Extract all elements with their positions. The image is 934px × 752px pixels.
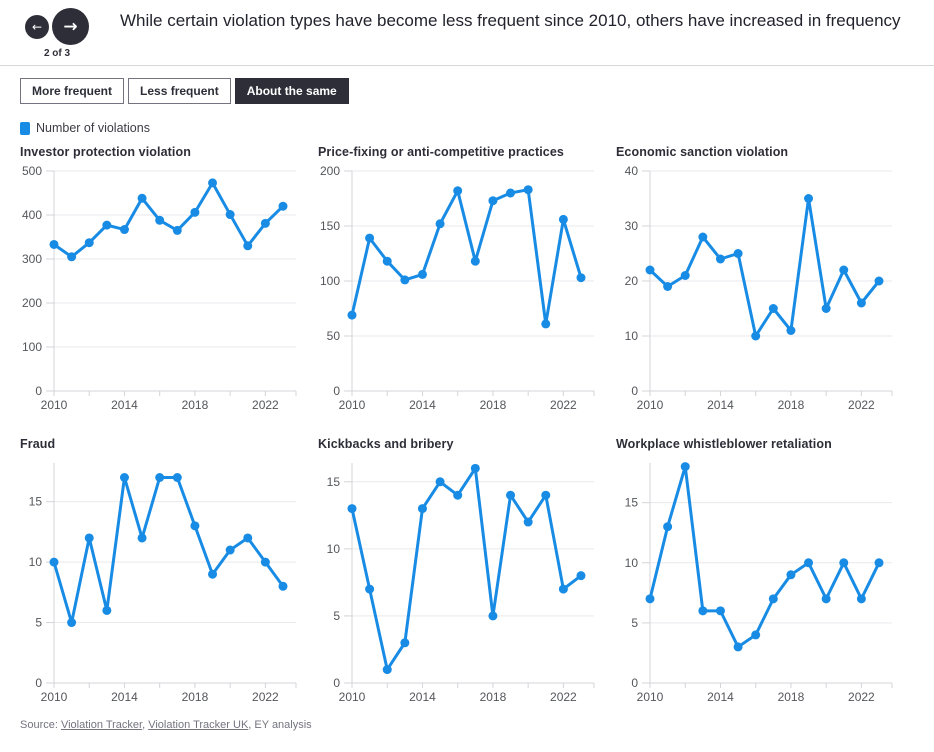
- svg-text:5: 5: [631, 616, 638, 630]
- svg-text:2010: 2010: [637, 398, 664, 412]
- svg-text:0: 0: [35, 384, 42, 398]
- arrow-left-icon: ←: [31, 19, 43, 34]
- tab-about-the-same[interactable]: About the same: [234, 78, 349, 104]
- svg-text:2014: 2014: [111, 690, 138, 704]
- svg-text:2010: 2010: [41, 690, 68, 704]
- chart-cell-price-fixing: Price-fixing or anti-competitive practic…: [318, 145, 600, 413]
- chart-cell-fraud: Fraud 0 5 10 15 2010 2014 2018 2022: [20, 437, 302, 705]
- source-line: Source: Violation Tracker, Violation Tra…: [0, 705, 934, 731]
- previous-chart-button[interactable]: ←: [25, 14, 49, 39]
- tab-more-frequent[interactable]: More frequent: [20, 78, 125, 104]
- legend-label: Number of violations: [36, 121, 150, 135]
- chart-title: Economic sanction violation: [616, 145, 789, 159]
- svg-text:2010: 2010: [339, 398, 366, 412]
- frequency-tabs: More frequent Less frequent About the sa…: [0, 66, 934, 104]
- legend-swatch-icon: [20, 121, 30, 135]
- svg-text:2014: 2014: [707, 398, 734, 412]
- svg-text:2022: 2022: [848, 690, 875, 704]
- svg-text:20: 20: [625, 274, 639, 288]
- chart-kickbacks-and-bribery: 0 5 10 15 2010 2014 2018 2022: [327, 463, 595, 704]
- chart-cell-investor-protection: Investor protection violation 0 100 200 300…: [20, 145, 302, 413]
- svg-text:15: 15: [625, 496, 639, 510]
- svg-text:0: 0: [333, 676, 340, 690]
- svg-text:2010: 2010: [637, 690, 664, 704]
- chart-pagination: ← → 2 of 3: [20, 6, 94, 59]
- svg-text:200: 200: [320, 164, 340, 178]
- next-chart-button[interactable]: →: [52, 8, 89, 45]
- svg-text:5: 5: [35, 616, 42, 630]
- chart-cell-economic-sanction: Economic sanction violation 0 10 20 30 40 201…: [616, 145, 898, 413]
- chart-economic-sanction-violation: 0 10 20 30 40 2010 2014 2018 2022: [625, 164, 893, 412]
- header: ← → 2 of 3 While certain violation types…: [0, 0, 934, 66]
- tab-less-frequent[interactable]: Less frequent: [128, 78, 231, 104]
- svg-text:2010: 2010: [339, 690, 366, 704]
- source-prefix: Source:: [20, 719, 61, 731]
- svg-text:10: 10: [625, 329, 639, 343]
- page-title: While certain violation types have becom…: [120, 11, 901, 30]
- chart-title: Fraud: [20, 437, 56, 451]
- svg-text:2014: 2014: [409, 398, 436, 412]
- svg-text:200: 200: [22, 296, 42, 310]
- svg-text:300: 300: [22, 252, 42, 266]
- svg-text:100: 100: [320, 274, 340, 288]
- charts-grid: Investor protection violation 0 100 200 300…: [0, 135, 934, 705]
- source-separator: ,: [142, 719, 149, 731]
- arrow-right-icon: →: [63, 16, 78, 37]
- svg-text:2010: 2010: [41, 398, 68, 412]
- chart-fraud: 0 5 10 15 2010 2014 2018 2022: [29, 463, 297, 704]
- chart-investor-protection-violation: 0 100 200 300 400 500 2010 2014 2018 2022: [22, 164, 297, 412]
- source-suffix: , EY analysis: [248, 719, 312, 731]
- chart-title: Price-fixing or anti-competitive practic…: [318, 145, 564, 159]
- chart-legend: Number of violations: [0, 104, 934, 135]
- svg-text:400: 400: [22, 208, 42, 222]
- svg-text:2018: 2018: [778, 398, 805, 412]
- svg-text:2022: 2022: [848, 398, 875, 412]
- svg-text:2022: 2022: [252, 398, 279, 412]
- svg-text:0: 0: [35, 676, 42, 690]
- svg-text:2018: 2018: [480, 690, 507, 704]
- svg-text:2018: 2018: [182, 398, 209, 412]
- svg-text:500: 500: [22, 164, 42, 178]
- svg-text:10: 10: [29, 555, 43, 569]
- svg-text:5: 5: [333, 609, 340, 623]
- chart-price-fixing: 0 50 100 150 200 2010 2014 2018 2022: [320, 164, 595, 412]
- svg-text:100: 100: [22, 340, 42, 354]
- svg-text:2022: 2022: [550, 398, 577, 412]
- chart-cell-whistleblower: Workplace whistleblower retaliation 0 5 10…: [616, 437, 898, 705]
- svg-text:10: 10: [625, 556, 639, 570]
- svg-text:2018: 2018: [480, 398, 507, 412]
- svg-text:2014: 2014: [707, 690, 734, 704]
- chart-title: Workplace whistleblower retaliation: [616, 437, 832, 451]
- svg-text:2018: 2018: [182, 690, 209, 704]
- chart-cell-kickbacks: Kickbacks and bribery 0 5 10 15 2010 2014 2018…: [318, 437, 600, 705]
- svg-text:10: 10: [327, 542, 341, 556]
- chart-title: Investor protection violation: [20, 145, 191, 159]
- page-count: 2 of 3: [43, 48, 71, 59]
- chart-title: Kickbacks and bribery: [318, 437, 454, 451]
- svg-text:0: 0: [631, 676, 638, 690]
- svg-text:30: 30: [625, 219, 639, 233]
- violation-tracker-uk-link[interactable]: Violation Tracker UK: [148, 719, 249, 731]
- svg-text:50: 50: [327, 329, 341, 343]
- svg-text:2022: 2022: [550, 690, 577, 704]
- violation-tracker-link[interactable]: Violation Tracker: [60, 719, 143, 731]
- svg-text:40: 40: [625, 164, 639, 178]
- svg-text:15: 15: [327, 475, 341, 489]
- svg-text:2022: 2022: [252, 690, 279, 704]
- chart-workplace-whistleblower-retaliation: 0 5 10 15 2010 2014 2018 2022: [625, 462, 893, 704]
- svg-text:2014: 2014: [111, 398, 138, 412]
- svg-text:0: 0: [631, 384, 638, 398]
- svg-text:2018: 2018: [778, 690, 805, 704]
- svg-text:2014: 2014: [409, 690, 436, 704]
- svg-text:0: 0: [333, 384, 340, 398]
- svg-text:150: 150: [320, 219, 340, 233]
- svg-text:15: 15: [29, 495, 43, 509]
